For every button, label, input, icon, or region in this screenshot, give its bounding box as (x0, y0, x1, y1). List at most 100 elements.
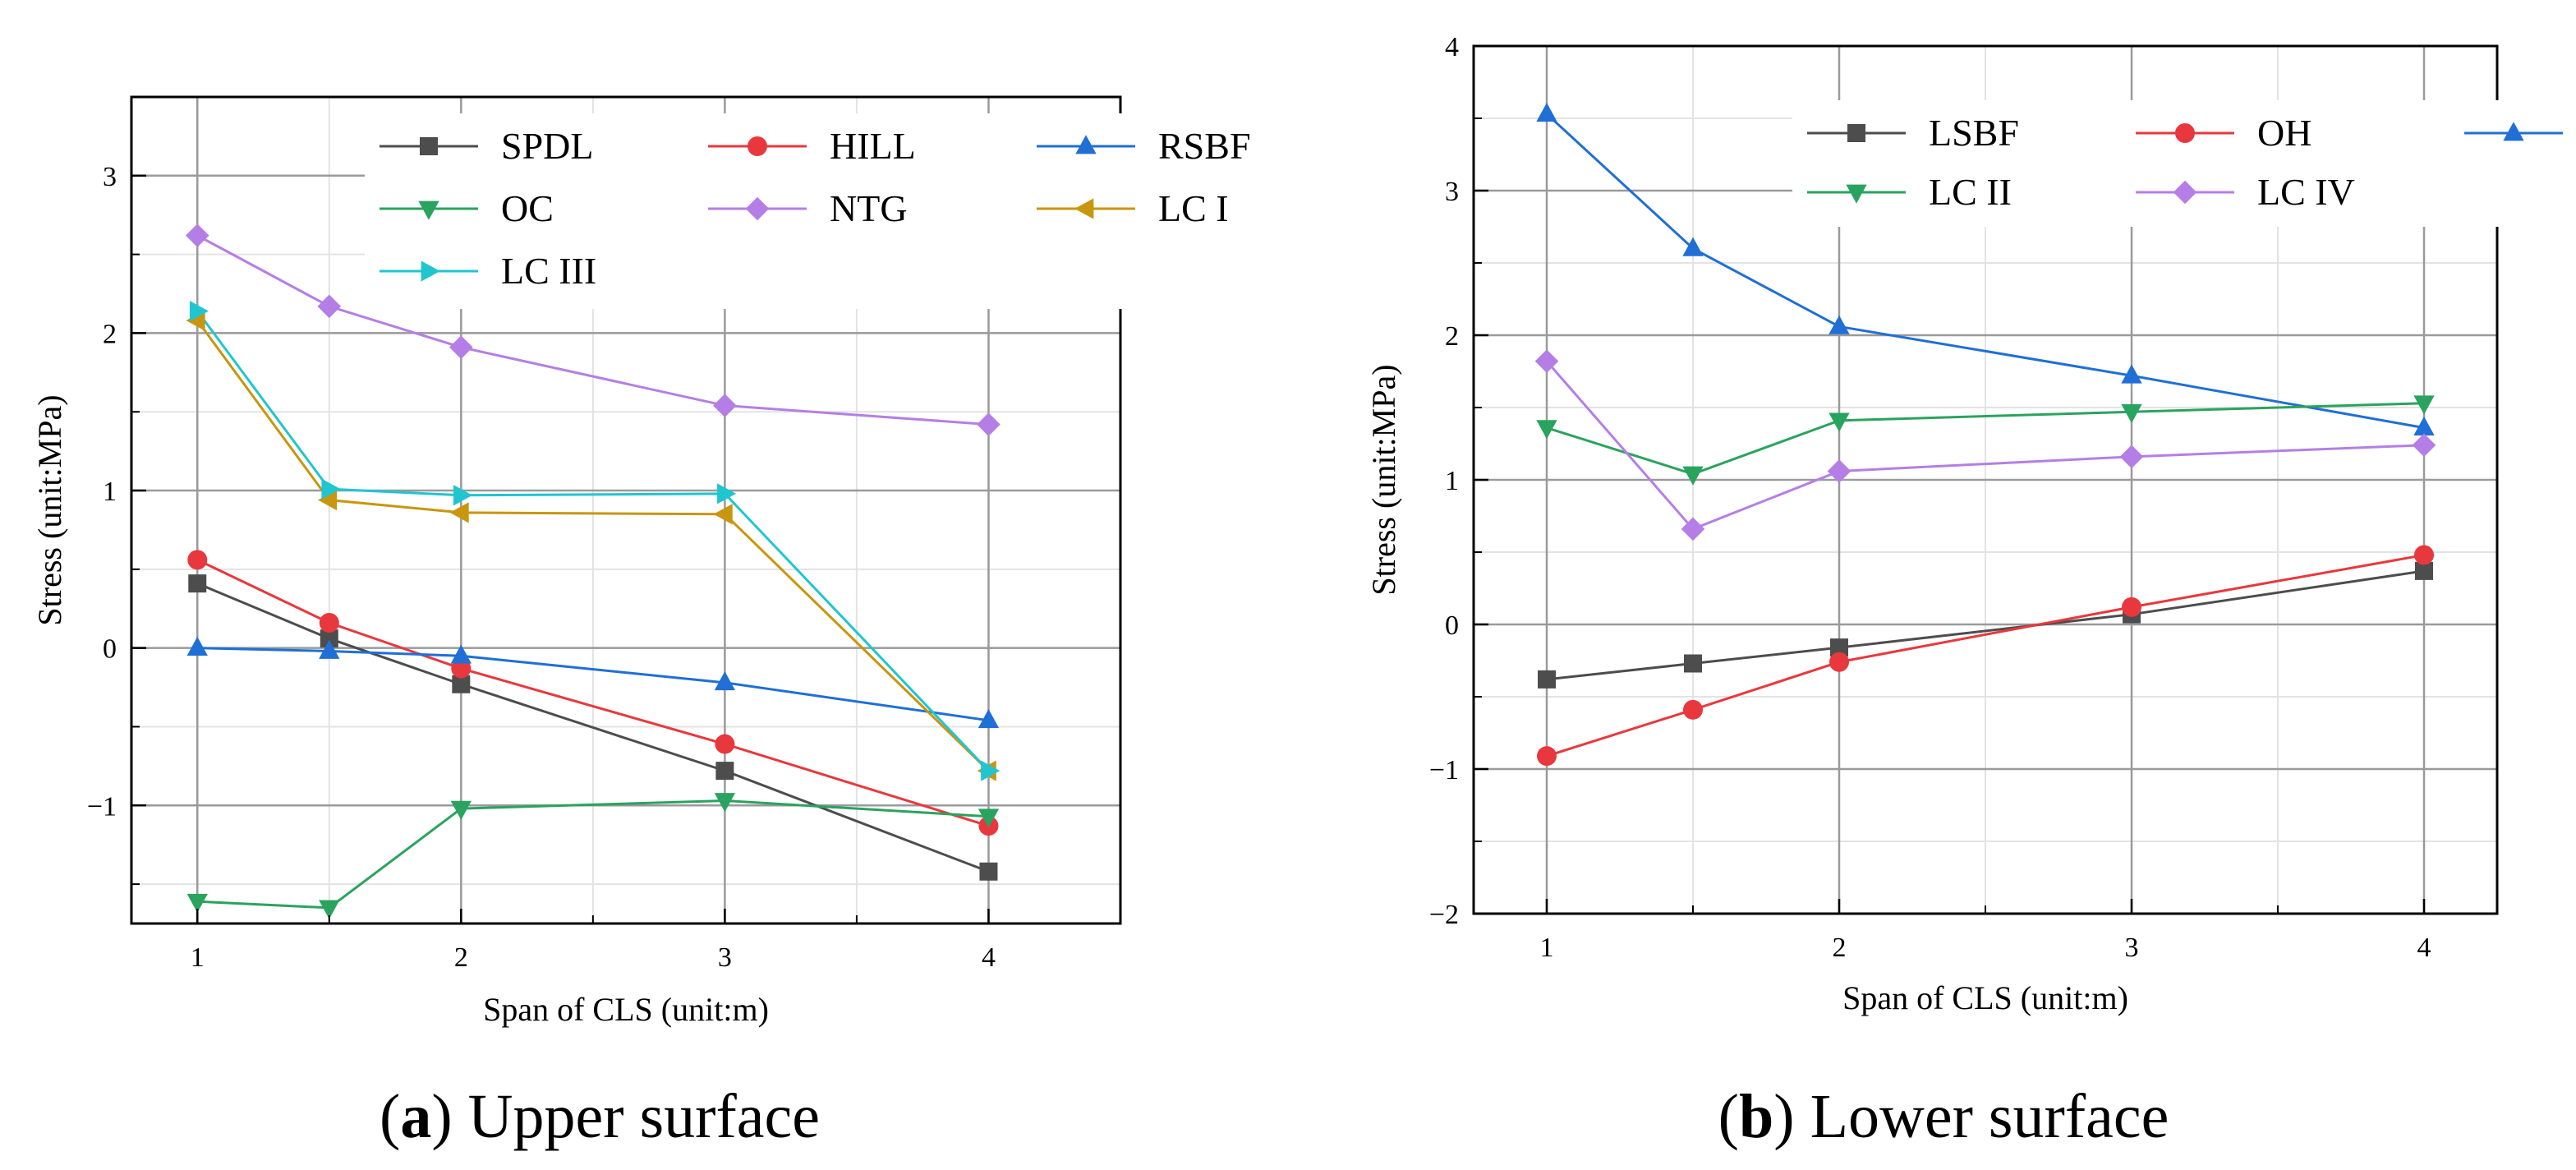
x-tick-label: 1 (1540, 933, 1554, 963)
data-point-spdl (715, 762, 734, 781)
y-tick-label: −1 (87, 791, 117, 822)
y-axis-title: Stress (unit:MPa) (31, 394, 68, 625)
plot-frame (130, 95, 1122, 925)
y-tick-label: 2 (1445, 321, 1459, 352)
y-tick-label: 1 (103, 477, 117, 507)
legend-marker-lc-i (1074, 198, 1094, 219)
data-point-spdl (188, 574, 207, 593)
data-point-lc-i (713, 504, 733, 525)
y-tick-label: 3 (103, 162, 117, 192)
x-tick-label: 4 (982, 942, 996, 973)
data-point-ntg (977, 412, 1000, 436)
data-point-lc-ii (2121, 403, 2142, 424)
data-point-lc-ii (1682, 466, 1704, 486)
data-point-lc-iv (2119, 445, 2144, 469)
data-point-lc-iv (2412, 433, 2436, 458)
tick-labels: −2 −1 0 1 2 3 4 1 2 3 4 (1429, 32, 2431, 963)
legend-label-hill: HILL (830, 125, 916, 167)
caption: (b) Lower surface (1718, 1082, 2169, 1151)
x-tick-label: 3 (718, 942, 732, 973)
caption: (a) Upper surface (380, 1082, 820, 1151)
data-point-lc-iii (981, 760, 1000, 781)
data-point-lc-i (449, 502, 469, 523)
axis-ticks (131, 174, 990, 924)
y-tick-label: 1 (1445, 466, 1459, 496)
data-point-lsbf (1684, 654, 1702, 673)
y-tick-label: 4 (1445, 32, 1459, 62)
x-tick-label: 2 (454, 942, 468, 973)
legend-marker-lc-iii (421, 260, 440, 282)
data-point-lc-iii (453, 485, 473, 506)
data-point-oc (978, 808, 1000, 828)
x-axis-title: Span of CLS (unit:m) (1842, 979, 2128, 1016)
legend-label-lc-i: LC I (1158, 187, 1229, 229)
data-point-lc-iii (321, 478, 341, 500)
data-point-spdl (320, 629, 338, 648)
x-tick-label: 3 (2125, 933, 2139, 963)
axis-ticks (1474, 44, 2426, 915)
chart-upper-surface: −1 0 1 2 3 1 2 3 4 Span of CLS (unit:m) Stress (… (31, 95, 1260, 1151)
legend-marker-spdl (420, 137, 438, 155)
data-point-rsbf (450, 644, 472, 664)
data-point-oh (2414, 545, 2434, 565)
data-point-oc (319, 900, 340, 919)
data-point-ptg (1536, 102, 1557, 122)
tick-labels: −1 0 1 2 3 1 2 3 4 (87, 162, 996, 973)
legend-marker-oh (2175, 123, 2195, 143)
data-point-hill (319, 613, 339, 633)
legend-label-ntg: NTG (830, 187, 908, 229)
legend-background (1792, 100, 2576, 227)
data-point-oh (1683, 699, 1703, 720)
x-tick-label: 1 (191, 942, 205, 973)
x-axis-title: Span of CLS (unit:m) (483, 991, 769, 1028)
data-point-oc (714, 793, 736, 813)
data-point-lc-iii (717, 483, 737, 504)
legend-background (365, 113, 1260, 309)
legend-marker-ptg (2503, 122, 2524, 141)
data-point-spdl (452, 675, 471, 693)
legend-label-lc-iii: LC III (501, 250, 596, 292)
data-point-lc-iv (1681, 517, 1705, 541)
caption-letter: a (400, 1082, 431, 1151)
data-point-ptg (2413, 416, 2435, 435)
data-point-oc (450, 800, 472, 820)
data-point-ntg (185, 223, 209, 247)
legend-marker-rsbf (1075, 135, 1097, 154)
data-point-lc-iv (1827, 459, 1852, 483)
legend-label-spdl: SPDL (501, 125, 593, 167)
legend-marker-ntg (745, 196, 770, 221)
data-point-oh (2122, 597, 2141, 617)
data-point-ntg (317, 294, 342, 319)
legend-marker-lc-ii (1846, 184, 1867, 204)
caption-text: Lower surface (1810, 1082, 2169, 1151)
data-point-lsbf (2415, 561, 2433, 580)
data-point-oc (186, 893, 208, 913)
data-point-ptg (2121, 364, 2142, 384)
data-point-rsbf (978, 709, 1000, 729)
y-tick-label: −1 (1429, 755, 1459, 785)
y-tick-label: 2 (103, 319, 117, 349)
legend-label-rsbf: RSBF (1158, 125, 1251, 167)
data-point-lc-ii (1828, 412, 1850, 432)
legend-marker-lsbf (1847, 124, 1865, 142)
data-point-rsbf (714, 671, 736, 691)
x-tick-label: 2 (1833, 933, 1847, 963)
data-point-lc-i (318, 489, 338, 511)
data-point-oh (1537, 746, 1557, 767)
legend-marker-lc-iv (2173, 180, 2197, 205)
data-point-lc-ii (2413, 395, 2435, 415)
data-point-lc-iii (189, 300, 209, 322)
legend: SPDL HILL RSBF OC NTG LC I LC III (365, 113, 1260, 309)
legend-label-lc-iv: LC IV (2257, 171, 2355, 213)
legend-marker-hill (748, 136, 767, 156)
legend-label-lsbf: LSBF (1929, 112, 2019, 154)
data-point-hill (187, 550, 208, 570)
caption-letter: b (1739, 1082, 1773, 1151)
caption-text: Upper surface (468, 1082, 820, 1151)
data-point-lc-iv (1534, 349, 1559, 373)
data-point-hill (715, 734, 735, 754)
legend-label-oc: OC (501, 187, 554, 229)
legend-label-oh: OH (2257, 112, 2312, 154)
